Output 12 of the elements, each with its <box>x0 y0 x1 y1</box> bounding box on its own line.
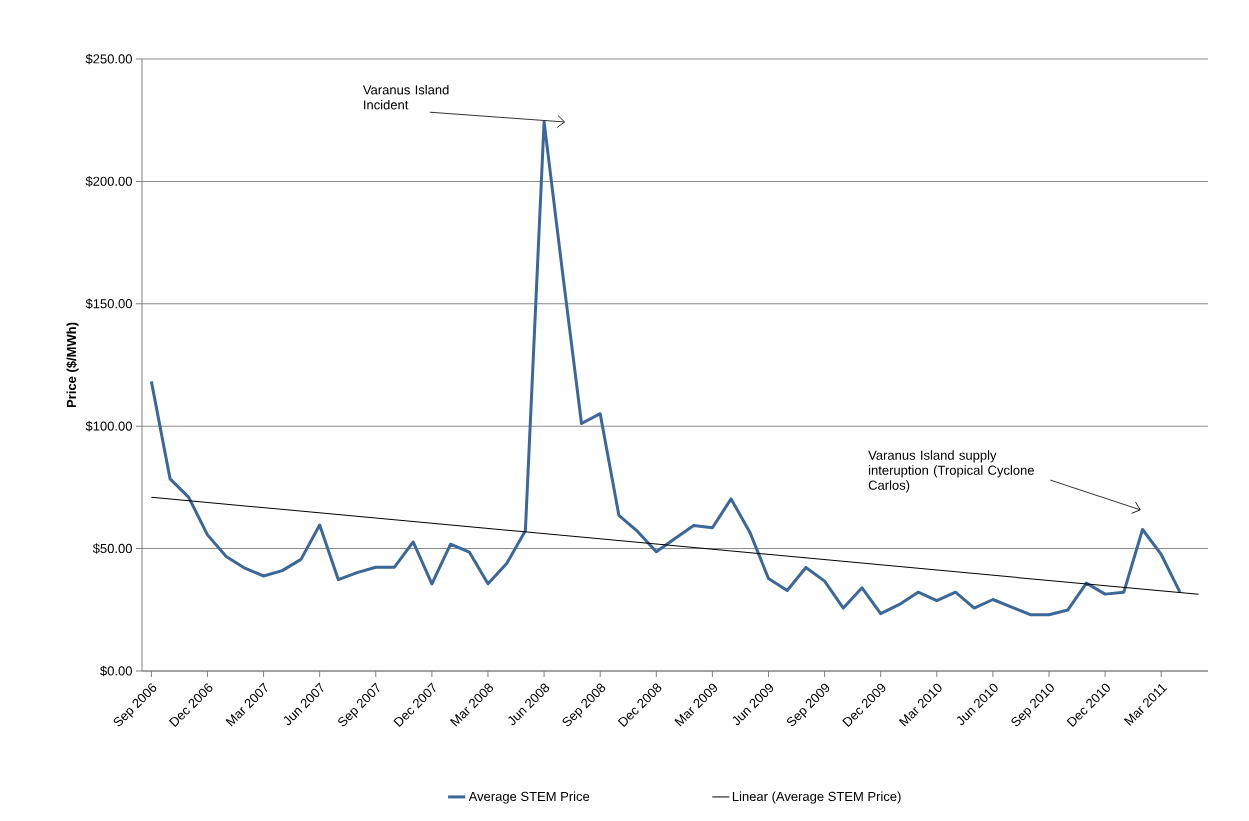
legend-label: Average STEM Price <box>468 791 590 804</box>
y-tick-label: $200.00 <box>85 176 132 187</box>
annotation: Varanus Island Incident <box>362 84 449 110</box>
y-axis-title: Price ($/MWh) <box>66 322 79 408</box>
y-tick-label: $0.00 <box>100 665 132 677</box>
y-tick-label: $100.00 <box>85 420 132 432</box>
y-tick-label: $250.00 <box>85 53 132 65</box>
annotation: Varanus Island supply interuption (Tropical Cyclone Carlos) <box>868 450 1034 493</box>
y-tick-label: $50.00 <box>92 543 132 554</box>
line-series <box>149 120 1182 617</box>
legend-label: Linear (Average STEM Price) <box>732 791 901 804</box>
y-tick-label: $150.00 <box>85 298 132 310</box>
